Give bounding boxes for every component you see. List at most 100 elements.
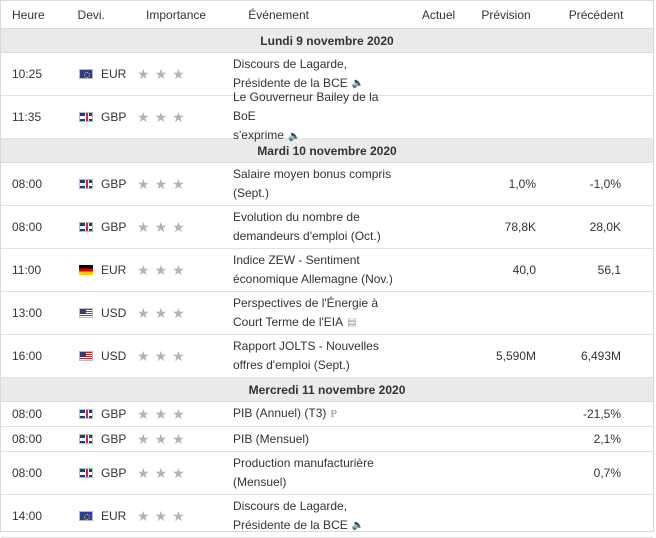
event-name[interactable]: Evolution du nombre de demandeurs d'emplo… xyxy=(233,208,402,246)
currency-code: EUR xyxy=(101,67,127,81)
event-name[interactable]: Discours de Lagarde, Présidente de la BCE… xyxy=(233,497,402,535)
currency-code: EUR xyxy=(101,263,127,277)
day-header: Mercredi 11 novembre 2020 xyxy=(1,378,653,402)
star-icon: ★ xyxy=(172,109,185,125)
importance-stars: ★ ★ ★ xyxy=(130,509,185,523)
event-cell[interactable]: PIB (Annuel) (T3) P xyxy=(219,404,402,423)
event-line-1: Indice ZEW - Sentiment xyxy=(233,253,360,267)
importance-cell: ★ ★ ★ xyxy=(130,220,219,234)
event-cell[interactable]: Discours de Lagarde, Présidente de la BCE… xyxy=(219,497,402,535)
currency-code: USD xyxy=(101,306,127,320)
event-time: 16:00 xyxy=(12,349,43,363)
header-event[interactable]: Événement xyxy=(248,7,309,22)
day-header: Mardi 10 novembre 2020 xyxy=(1,139,653,163)
event-time: 11:00 xyxy=(12,263,42,277)
event-cell[interactable]: PIB (Mensuel) xyxy=(219,430,402,449)
header-actual[interactable]: Actuel xyxy=(421,7,456,22)
event-name[interactable]: Salaire moyen bonus compris (Sept.) xyxy=(233,165,402,203)
event-cell[interactable]: Discours de Lagarde, Présidente de la BCE… xyxy=(219,55,402,93)
event-cell[interactable]: Le Gouverneur Bailey de la BoE s'exprime 🔈 xyxy=(219,88,402,145)
event-line-2: économique Allemagne (Nov.) xyxy=(233,272,393,286)
previous-value: -1,0% xyxy=(589,177,621,191)
star-icon: ★ xyxy=(172,176,185,192)
event-line-2: Court Terme de l'EIA xyxy=(233,314,344,329)
event-name[interactable]: Production manufacturière (Mensuel) xyxy=(233,454,402,492)
event-name[interactable]: PIB (Mensuel) xyxy=(233,430,402,449)
event-line-1: Perspectives de l'Énergie à xyxy=(233,295,379,310)
table-row[interactable]: 14:00 EUR ★ ★ ★ Discours de Lagarde, Président… xyxy=(1,495,653,538)
event-cell[interactable]: Indice ZEW - Sentiment économique Allemag… xyxy=(219,251,402,289)
event-line-2: demandeurs d'emploi (Oct.) xyxy=(233,229,381,243)
event-time: 08:00 xyxy=(12,220,43,234)
event-cell[interactable]: Salaire moyen bonus compris (Sept.) xyxy=(219,165,402,203)
star-icon: ★ xyxy=(154,109,168,125)
event-name[interactable]: Indice ZEW - Sentiment économique Allemag… xyxy=(233,251,402,289)
currency-code: USD xyxy=(101,349,127,363)
currency-cell: GBP xyxy=(68,432,130,446)
star-icon: ★ xyxy=(137,406,150,422)
star-icon: ★ xyxy=(154,406,168,422)
currency-code: EUR xyxy=(101,509,127,523)
importance-cell: ★ ★ ★ xyxy=(130,432,219,446)
header-time[interactable]: Heure xyxy=(12,7,45,22)
event-time: 11:35 xyxy=(12,110,42,124)
table-row[interactable]: 08:00 GBP ★ ★ ★ Salaire moyen bonus compris (S… xyxy=(1,163,653,206)
header-previous[interactable]: Précédent xyxy=(568,7,624,22)
table-row[interactable]: 10:25 EUR ★ ★ ★ Discours de Lagarde, Président… xyxy=(1,53,653,96)
star-icon: ★ xyxy=(172,305,185,321)
star-icon: ★ xyxy=(137,465,150,481)
previous-value: -21,5% xyxy=(582,407,621,421)
header-currency[interactable]: Devi. xyxy=(77,7,105,22)
event-line-1: Rapport JOLTS - Nouvelles xyxy=(233,339,379,353)
table-row[interactable]: 08:00 GBP ★ ★ ★ PIB (Annuel) (T3) P -21,5% xyxy=(1,402,653,427)
star-icon: ★ xyxy=(172,348,185,364)
event-time: 08:00 xyxy=(12,432,43,446)
importance-stars: ★ ★ ★ xyxy=(130,67,185,81)
table-row[interactable]: 08:00 GBP ★ ★ ★ Production manufacturière (Men… xyxy=(1,452,653,495)
event-time: 14:00 xyxy=(12,509,43,523)
table-row[interactable]: 16:00 USD ★ ★ ★ Rapport JOLTS - Nouvelles offr… xyxy=(1,335,653,378)
currency-cell: EUR xyxy=(68,263,130,277)
star-icon: ★ xyxy=(172,508,185,524)
day-header: Lundi 9 novembre 2020 xyxy=(1,29,653,53)
table-row[interactable]: 11:35 GBP ★ ★ ★ Le Gouverneur Bailey de la Bo… xyxy=(1,90,653,142)
header-importance[interactable]: Importance xyxy=(146,7,207,22)
importance-stars: ★ ★ ★ xyxy=(130,466,185,480)
event-line-1: Le Gouverneur Bailey de la BoE xyxy=(233,90,379,124)
event-name[interactable]: Le Gouverneur Bailey de la BoE s'exprime 🔈 xyxy=(233,88,402,145)
event-line-1: Discours de Lagarde, xyxy=(233,56,348,71)
event-cell[interactable]: Production manufacturière (Mensuel) xyxy=(219,454,402,492)
table-row[interactable]: 08:00 GBP ★ ★ ★ Evolution du nombre de demande… xyxy=(1,206,653,249)
header-forecast[interactable]: Prévision xyxy=(481,7,531,22)
event-cell[interactable]: Rapport JOLTS - Nouvelles offres d'emploi… xyxy=(219,337,402,375)
table-row[interactable]: 08:00 GBP ★ ★ ★ PIB (Mensuel) 2,1% xyxy=(1,427,653,452)
event-name[interactable]: Discours de Lagarde, Présidente de la BCE… xyxy=(233,55,402,93)
event-name[interactable]: Rapport JOLTS - Nouvelles offres d'emploi… xyxy=(233,337,402,375)
forecast-value: 1,0% xyxy=(508,177,536,191)
speaker-icon: 🔈 xyxy=(287,130,301,142)
star-icon: ★ xyxy=(172,66,185,82)
event-name[interactable]: Perspectives de l'Énergie à Court Terme d… xyxy=(233,294,402,332)
event-cell[interactable]: Perspectives de l'Énergie à Court Terme d… xyxy=(219,294,402,332)
importance-cell: ★ ★ ★ xyxy=(130,466,219,480)
currency-cell: GBP xyxy=(68,177,130,191)
currency-code: GBP xyxy=(101,432,127,446)
star-icon: ★ xyxy=(154,219,168,235)
star-icon: ★ xyxy=(172,431,185,447)
star-icon: ★ xyxy=(154,176,168,192)
previous-value: 2,1% xyxy=(593,432,621,446)
event-cell[interactable]: Evolution du nombre de demandeurs d'emplo… xyxy=(219,208,402,246)
flag-us-icon xyxy=(79,351,93,361)
currency-cell: EUR xyxy=(68,509,130,523)
importance-cell: ★ ★ ★ xyxy=(130,263,219,277)
table-row[interactable]: 13:00 USD ★ ★ ★ Perspectives de l'Énergie à Co… xyxy=(1,292,653,335)
importance-stars: ★ ★ ★ xyxy=(130,110,185,124)
flag-gb-icon xyxy=(79,409,93,419)
star-icon: ★ xyxy=(137,305,150,321)
event-name[interactable]: PIB (Annuel) (T3) P xyxy=(233,404,402,423)
star-icon: ★ xyxy=(154,305,168,321)
table-row[interactable]: 11:00 EUR ★ ★ ★ Indice ZEW - Sentiment économi… xyxy=(1,249,653,292)
event-line-2: Présidente de la BCE xyxy=(233,75,348,90)
currency-cell: GBP xyxy=(68,220,130,234)
